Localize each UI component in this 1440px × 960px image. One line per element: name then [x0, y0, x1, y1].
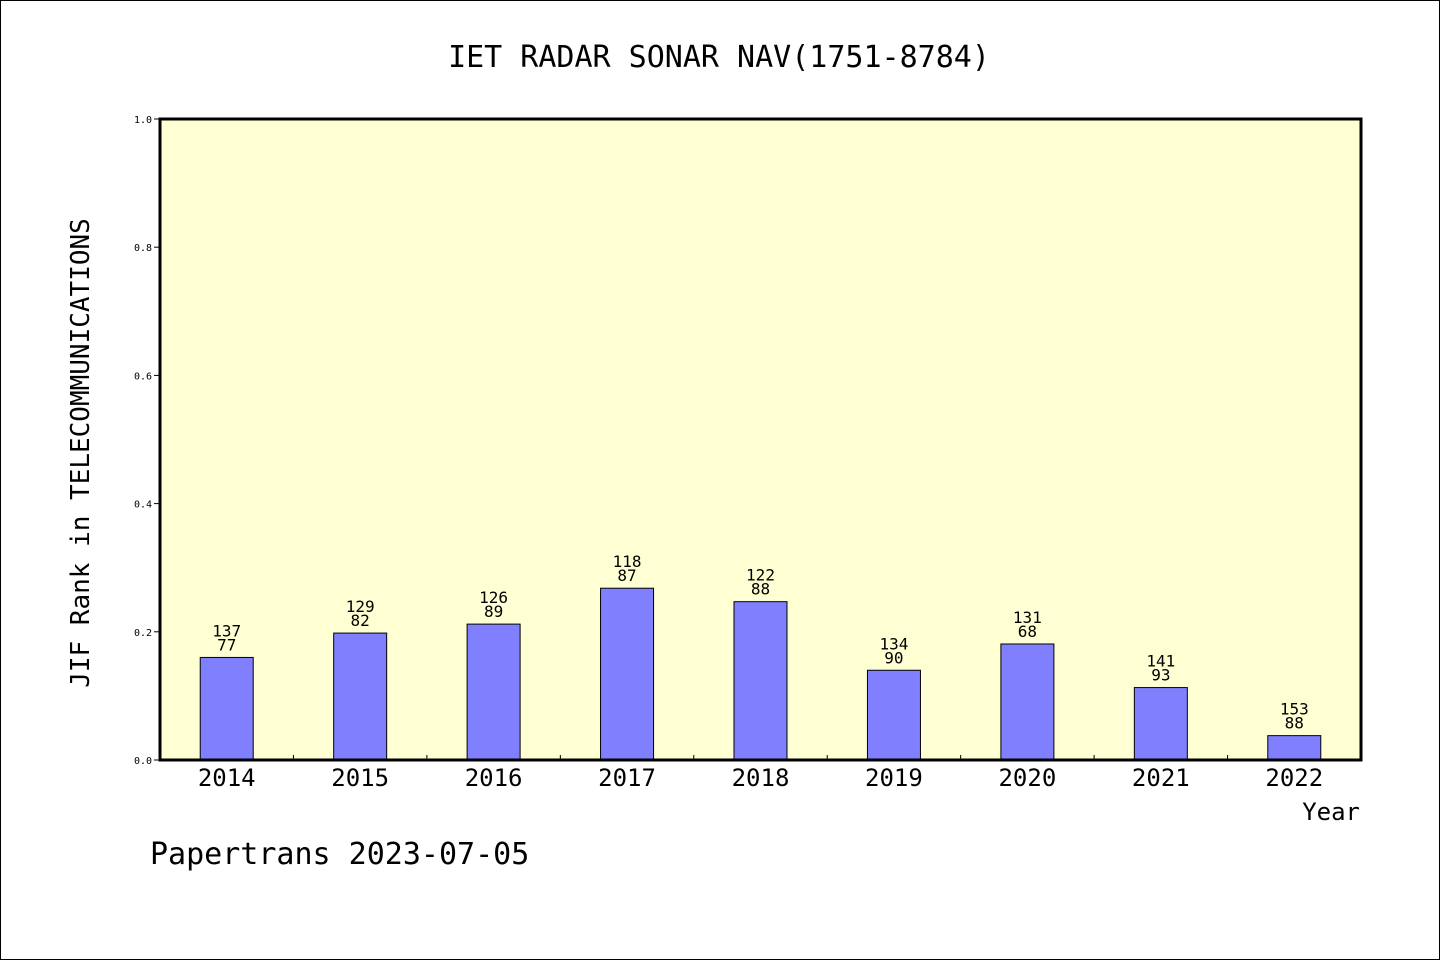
y-tick-label: 0.6 — [134, 371, 152, 382]
y-tick-label: 1.0 — [134, 115, 152, 126]
x-tick-label: 2020 — [998, 764, 1056, 792]
data-label-top: 122 — [746, 566, 775, 585]
y-tick-label: 0.2 — [134, 628, 152, 639]
bar-2015 — [333, 632, 388, 761]
chart-title: IET RADAR SONAR NAV(1751-8784) — [448, 40, 990, 75]
data-label-top: 134 — [879, 634, 908, 653]
data-label-bottom: 87 — [617, 566, 636, 585]
data-label-top: 141 — [1146, 652, 1175, 671]
x-tick-label: 2015 — [331, 764, 389, 792]
data-label-top: 131 — [1013, 608, 1042, 627]
bar-2019 — [866, 669, 921, 761]
bar-2014 — [199, 656, 254, 761]
bar-2016 — [466, 623, 521, 761]
x-tick-label: 2016 — [465, 764, 523, 792]
x-axis-label: Year — [1302, 798, 1360, 826]
bar-2020 — [1000, 643, 1055, 761]
x-tick-label: 2022 — [1265, 764, 1323, 792]
data-label-top: 129 — [346, 597, 375, 616]
data-label-bottom: 82 — [351, 611, 370, 630]
y-tick-label: 0.0 — [134, 756, 152, 767]
data-label-bottom: 88 — [751, 580, 770, 599]
plot-border — [158, 117, 1363, 762]
data-label-top: 126 — [479, 588, 508, 607]
bar-2021 — [1133, 687, 1188, 761]
x-tick-label: 2018 — [732, 764, 790, 792]
data-label-top: 137 — [212, 621, 241, 640]
data-label-bottom: 89 — [484, 602, 503, 621]
data-label-bottom: 77 — [217, 635, 236, 654]
y-tick-label: 0.8 — [134, 243, 152, 254]
x-tick-label: 2019 — [865, 764, 923, 792]
data-label-bottom: 93 — [1151, 666, 1170, 685]
data-label-top: 118 — [613, 552, 642, 571]
bar-2022 — [1267, 735, 1322, 761]
x-tick-label: 2014 — [198, 764, 256, 792]
x-tick-label: 2017 — [598, 764, 656, 792]
bar-2017 — [600, 587, 655, 761]
footer-credit: Papertrans 2023-07-05 — [150, 837, 529, 872]
data-label-bottom: 90 — [884, 648, 903, 667]
bar-2018 — [733, 601, 788, 761]
x-tick-label: 2021 — [1132, 764, 1190, 792]
y-tick-label: 0.4 — [134, 500, 152, 511]
data-label-bottom: 88 — [1285, 714, 1304, 733]
data-label-bottom: 68 — [1018, 622, 1037, 641]
y-axis-label: JIF Rank in TELECOMMUNICATIONS — [66, 218, 96, 688]
data-label-top: 153 — [1280, 700, 1309, 719]
ticks-layer: 0.0 0.2 0.4 0.6 0.8 1.0 2014 2015 2016 2017 2018 20… — [134, 115, 1323, 792]
